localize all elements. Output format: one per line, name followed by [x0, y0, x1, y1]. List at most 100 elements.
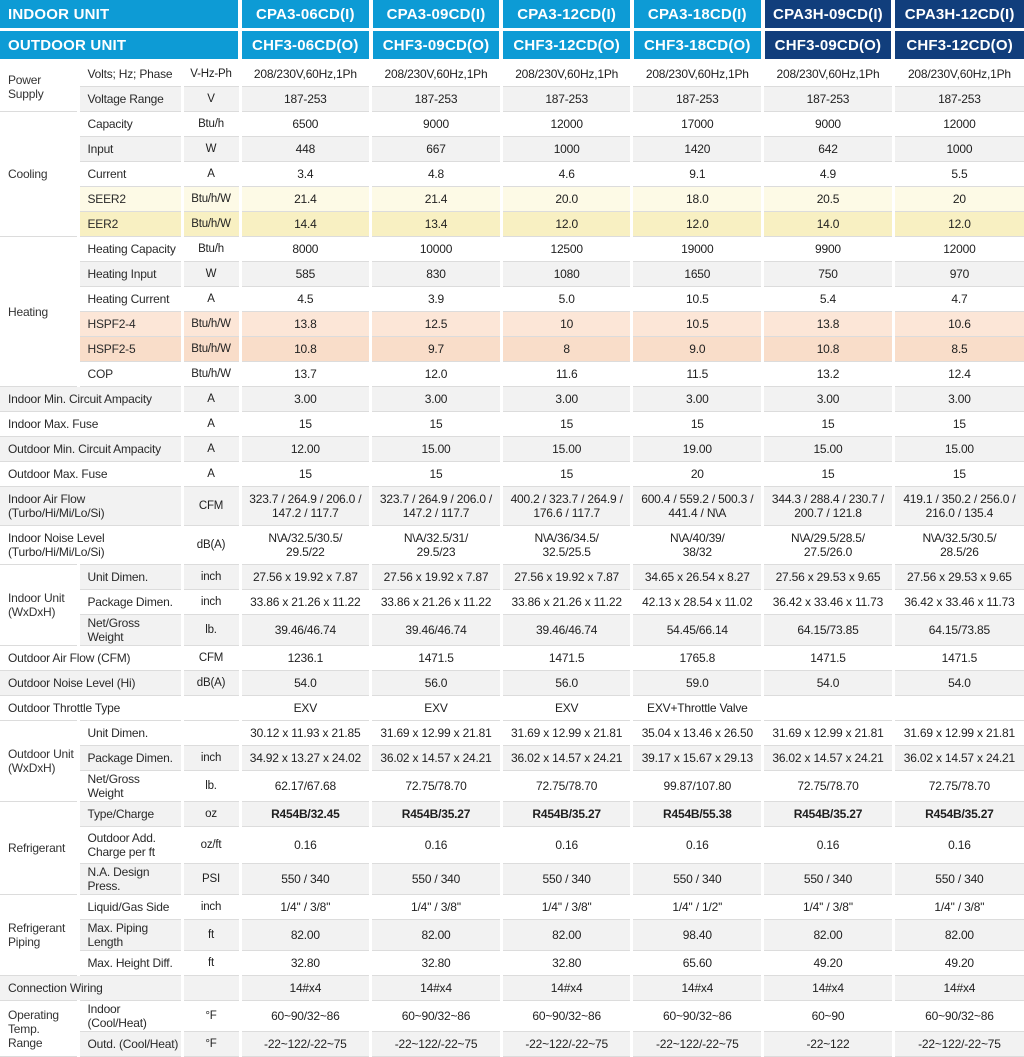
- cell-value: 72.75/78.70: [891, 770, 1024, 802]
- outdoor-model-header: CHF3-12CD(O): [499, 29, 632, 62]
- cell-value: 3.00: [891, 386, 1024, 412]
- cell-value: 970: [891, 261, 1024, 287]
- cell-value: 36.02 x 14.57 x 24.21: [891, 745, 1024, 771]
- row-unit: Btu/h: [180, 236, 241, 262]
- table-row: Outdoor Max. Fuse A 15 15 15 20 15 15: [0, 461, 1024, 487]
- cell-value: 448: [238, 136, 371, 162]
- row-label: Indoor Min. Circuit Ampacity: [0, 386, 182, 412]
- cell-value: 12000: [499, 111, 632, 137]
- cell-value: -22~122: [761, 1031, 894, 1057]
- cell-value: 11.6: [499, 361, 632, 387]
- cell-value: 187-253: [891, 86, 1024, 112]
- cell-value: 1/4'' / 3/8'': [369, 894, 502, 920]
- cell-value: EXV+Throttle Valve: [630, 695, 763, 721]
- cell-value: N\A/32.5/31/ 29.5/23: [369, 525, 502, 565]
- cell-value: 15.00: [499, 436, 632, 462]
- table-row: Net/Gross Weight lb. 62.17/67.68 72.75/78.7…: [0, 770, 1024, 802]
- cell-value: 13.7: [238, 361, 371, 387]
- row-unit: inch: [180, 894, 241, 920]
- row-label: Connection Wiring: [0, 975, 182, 1001]
- cell-value: 6500: [238, 111, 371, 137]
- row-label: Package Dimen.: [76, 589, 182, 615]
- cell-value: R454B/35.27: [891, 801, 1024, 827]
- cell-value: 642: [761, 136, 894, 162]
- cell-value: 10000: [369, 236, 502, 262]
- cell-value: 12.00: [238, 436, 371, 462]
- row-unit: dB(A): [180, 670, 241, 696]
- row-label: Outdoor Throttle Type: [0, 695, 182, 721]
- cell-value: 5.0: [499, 286, 632, 312]
- cell-value: 3.00: [499, 386, 632, 412]
- cell-value: 12.0: [369, 361, 502, 387]
- row-unit: Btu/h/W: [180, 186, 241, 212]
- row-unit: °F: [180, 1031, 241, 1057]
- cell-value: 60~90/32~86: [499, 1000, 632, 1032]
- row-group-label: Indoor Unit (WxDxH): [0, 564, 78, 646]
- cell-value: 4.7: [891, 286, 1024, 312]
- cell-value: 33.86 x 21.26 x 11.22: [369, 589, 502, 615]
- cell-value: 550 / 340: [238, 863, 371, 895]
- cell-value: 32.80: [499, 950, 632, 976]
- row-unit: CFM: [180, 486, 241, 526]
- table-row: Cooling Capacity Btu/h 6500 9000 12000 17000 90…: [0, 111, 1024, 237]
- row-label: Outdoor Noise Level (Hi): [0, 670, 182, 696]
- cell-value: 10.8: [761, 336, 894, 362]
- row-unit: Btu/h/W: [180, 311, 241, 337]
- cell-value: 14#x4: [238, 975, 371, 1001]
- row-label: Heating Current: [76, 286, 182, 312]
- table-row: Outdoor Noise Level (Hi) dB(A) 54.0 56.0 56.…: [0, 670, 1024, 696]
- cell-value: 31.69 x 12.99 x 21.81: [369, 720, 502, 746]
- cell-value: 0.16: [891, 826, 1024, 864]
- cell-value: 8000: [238, 236, 371, 262]
- table-row: Heating Current A 4.5 3.9 5.0 10.5 5.4 4.7: [0, 286, 1024, 312]
- row-unit: W: [180, 261, 241, 287]
- cell-value: 3.00: [761, 386, 894, 412]
- table-row: Voltage Range V 187-253 187-253 187-253 187-2…: [0, 86, 1024, 112]
- cell-value: 56.0: [499, 670, 632, 696]
- cell-value: -22~122/-22~75: [499, 1031, 632, 1057]
- cell-value: 1/4'' / 3/8'': [761, 894, 894, 920]
- row-label: Max. Height Diff.: [76, 950, 182, 976]
- table-row: Power Supply Volts; Hz; Phase V-Hz-Ph 208/2…: [0, 60, 1024, 112]
- cell-value: 9.0: [630, 336, 763, 362]
- row-unit: lb.: [180, 770, 241, 802]
- row-group-label: Power Supply: [0, 60, 78, 112]
- cell-value: 1080: [499, 261, 632, 287]
- cell-value: 35.04 x 13.46 x 26.50: [630, 720, 763, 746]
- row-label: SEER2: [76, 186, 182, 212]
- table-row: Net/Gross Weight lb. 39.46/46.74 39.46/46.7…: [0, 614, 1024, 646]
- row-label: Current: [76, 161, 182, 187]
- cell-value: R454B/35.27: [499, 801, 632, 827]
- table-row: Refrigerant Piping Liquid/Gas Side inch 1/4…: [0, 894, 1024, 976]
- row-label: COP: [76, 361, 182, 387]
- row-unit: [180, 975, 241, 1001]
- row-unit: W: [180, 136, 241, 162]
- outdoor-model-header: CHF3-06CD(O): [238, 29, 371, 62]
- cell-value: 10.5: [630, 311, 763, 337]
- cell-value: 65.60: [630, 950, 763, 976]
- row-label: Net/Gross Weight: [76, 614, 182, 646]
- cell-value: 13.8: [761, 311, 894, 337]
- cell-value: 10.8: [238, 336, 371, 362]
- row-label: N.A. Design Press.: [76, 863, 182, 895]
- cell-value: 1/4'' / 3/8'': [238, 894, 371, 920]
- cell-value: 21.4: [369, 186, 502, 212]
- cell-value: 14#x4: [891, 975, 1024, 1001]
- cell-value: 5.5: [891, 161, 1024, 187]
- cell-value: 54.0: [761, 670, 894, 696]
- cell-value: 15: [499, 461, 632, 487]
- cell-value: 208/230V,60Hz,1Ph: [238, 60, 371, 87]
- row-unit: V: [180, 86, 241, 112]
- cell-value: 3.00: [630, 386, 763, 412]
- cell-value: 13.8: [238, 311, 371, 337]
- row-unit: CFM: [180, 645, 241, 671]
- cell-value: 0.16: [238, 826, 371, 864]
- cell-value: 72.75/78.70: [369, 770, 502, 802]
- row-unit: Btu/h: [180, 111, 241, 137]
- cell-value: 585: [238, 261, 371, 287]
- row-unit: A: [180, 411, 241, 437]
- cell-value: 12.0: [630, 211, 763, 237]
- cell-value: 14#x4: [369, 975, 502, 1001]
- row-label: Input: [76, 136, 182, 162]
- row-label: HSPF2-5: [76, 336, 182, 362]
